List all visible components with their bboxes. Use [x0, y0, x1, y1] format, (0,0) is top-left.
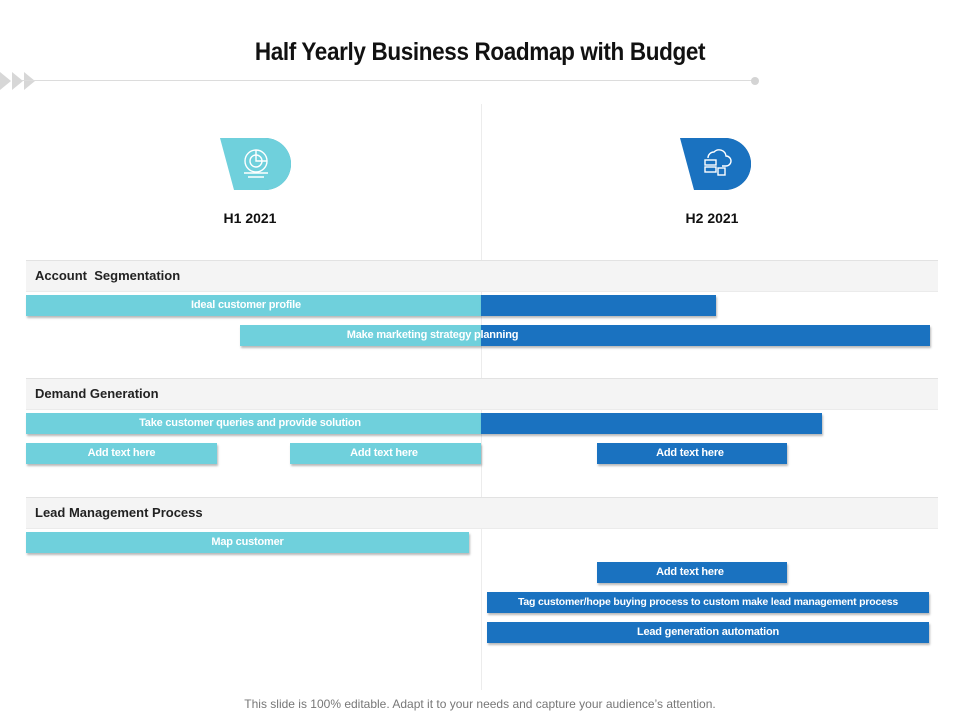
h2-badge [680, 138, 752, 190]
period-label-h1: H1 2021 [223, 210, 277, 226]
section-label: Account Segmentation [35, 268, 181, 283]
bar-add-text[interactable] [290, 443, 481, 464]
title-line-dot [751, 77, 759, 85]
bar-add-text[interactable] [26, 443, 217, 464]
period-label-h2: H2 2021 [685, 210, 739, 226]
bar-label: Lead generation automation [636, 626, 780, 638]
bar-label: Map customer [211, 536, 284, 548]
bar-segment-h1[interactable] [26, 295, 481, 316]
pie-chart-icon [220, 138, 291, 190]
bar-label: Tag customer/hope buying process to cust… [517, 596, 899, 608]
section-lead-management: Lead Management Process [26, 497, 938, 529]
chevron-right-icon [0, 72, 11, 90]
bar-add-text[interactable] [597, 443, 787, 464]
bar-label: Take customer queries and provide soluti… [139, 417, 361, 429]
bar-label: Add text here [656, 566, 724, 578]
bar-map-customer[interactable] [26, 532, 469, 553]
bar-segment-h1[interactable] [26, 413, 481, 434]
title-underline [22, 80, 756, 81]
bar-segment-h2[interactable] [481, 413, 822, 434]
chevron-right-icon [24, 72, 35, 90]
bar-segment-h1[interactable] [240, 325, 481, 346]
section-label: Demand Generation [35, 386, 159, 401]
footer-note: This slide is 100% editable. Adapt it to… [244, 697, 716, 711]
bar-add-text[interactable] [597, 562, 787, 583]
section-label: Lead Management Process [35, 505, 203, 520]
bar-segment-h2[interactable] [481, 325, 930, 346]
bar-tag-customer[interactable] [487, 592, 929, 613]
bar-label: Make marketing strategy planning [346, 329, 519, 341]
section-demand-generation: Demand Generation [26, 378, 938, 410]
bar-label: Ideal customer profile [191, 299, 301, 311]
bar-segment-h2[interactable] [481, 295, 716, 316]
section-account-segmentation: Account Segmentation [26, 260, 938, 292]
bar-label: Add text here [656, 447, 724, 459]
h1-badge [220, 138, 292, 190]
bar-lead-automation[interactable] [487, 622, 929, 643]
cloud-server-icon [680, 138, 751, 190]
bar-label: Add text here [350, 447, 418, 459]
chevron-right-icon [12, 72, 23, 90]
bar-label: Add text here [87, 447, 156, 459]
page-title: Half Yearly Business Roadmap with Budget [254, 38, 706, 66]
